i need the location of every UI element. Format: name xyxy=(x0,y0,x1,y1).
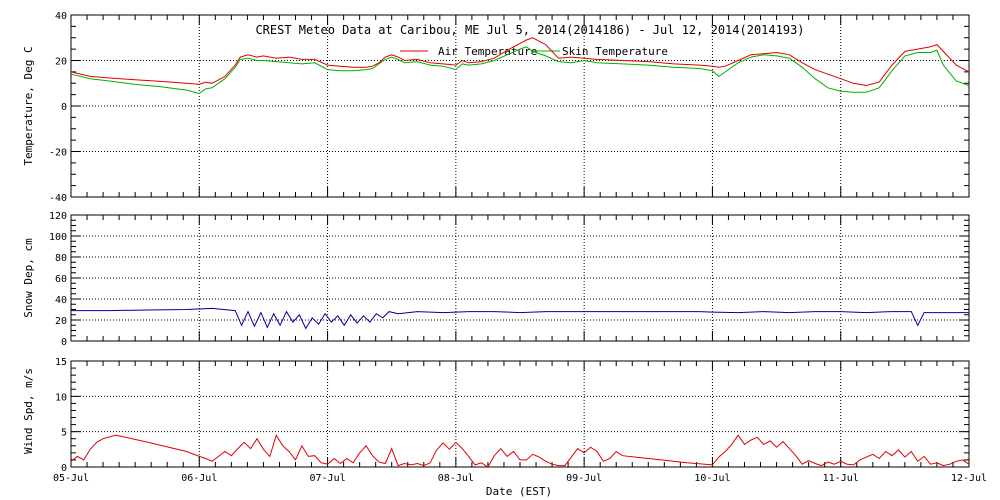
series-line-0-0 xyxy=(70,37,970,87)
snow-depth-ylabel: Snow Dep, cm xyxy=(22,238,35,318)
x-tick-label: 12-Jul xyxy=(951,473,987,484)
plot-frame xyxy=(70,214,970,342)
chart-title: CREST Meteo Data at Caribou, ME Jul 5, 2… xyxy=(255,23,804,37)
plot-frame xyxy=(70,360,970,468)
y-tick-label: 60 xyxy=(55,274,67,285)
x-tick-label: 10-Jul xyxy=(694,473,730,484)
x-axis-label: Date (EST) xyxy=(486,485,552,498)
wind-speed-panel: 0 5 10 15 05-Jul 06-Jul 07-Jul 08-Jul 09-Jul 10-J… xyxy=(53,357,987,484)
y-tick-label: 0 xyxy=(61,463,67,474)
wind-speed-ylabel: Wind Spd, m/s xyxy=(22,368,35,454)
y-tick-label: 40 xyxy=(55,11,67,22)
legend: Air Temperature Skin Temperature xyxy=(400,45,668,58)
y-tick-label: 20 xyxy=(55,57,67,68)
y-tick-label: -40 xyxy=(49,193,67,204)
x-tick-label: 07-Jul xyxy=(310,473,346,484)
y-tick-label: 15 xyxy=(55,357,67,368)
legend-label-skin: Skin Temperature xyxy=(562,45,668,58)
series-line-1-0 xyxy=(71,307,969,330)
y-tick-label: 5 xyxy=(61,428,67,439)
temperature-panel: -40 -20 0 20 40 xyxy=(49,11,970,204)
y-tick-label: 0 xyxy=(61,337,67,348)
x-tick-label: 06-Jul xyxy=(181,473,217,484)
series-line-2-0 xyxy=(70,433,970,468)
y-tick-label: 100 xyxy=(49,232,67,243)
y-tick-label: 80 xyxy=(55,253,67,264)
legend-label-air: Air Temperature xyxy=(438,45,537,58)
y-tick-label: 40 xyxy=(55,295,67,306)
series-line-0-1 xyxy=(70,46,970,95)
x-tick-label: 08-Jul xyxy=(438,473,474,484)
y-tick-label: 20 xyxy=(55,316,67,327)
y-tick-label: -20 xyxy=(49,148,67,159)
y-tick-label: 0 xyxy=(61,102,67,113)
y-tick-label: 10 xyxy=(55,392,67,403)
x-tick-label: 09-Jul xyxy=(566,473,602,484)
x-tick-label: 05-Jul xyxy=(53,473,89,484)
y-tick-label: 120 xyxy=(49,211,67,222)
snow-depth-panel: 0 20 40 60 80 100 120 xyxy=(49,211,970,348)
x-tick-label: 11-Jul xyxy=(823,473,859,484)
plot-frame xyxy=(70,14,970,198)
temperature-ylabel: Temperature, Deg C xyxy=(22,46,35,165)
